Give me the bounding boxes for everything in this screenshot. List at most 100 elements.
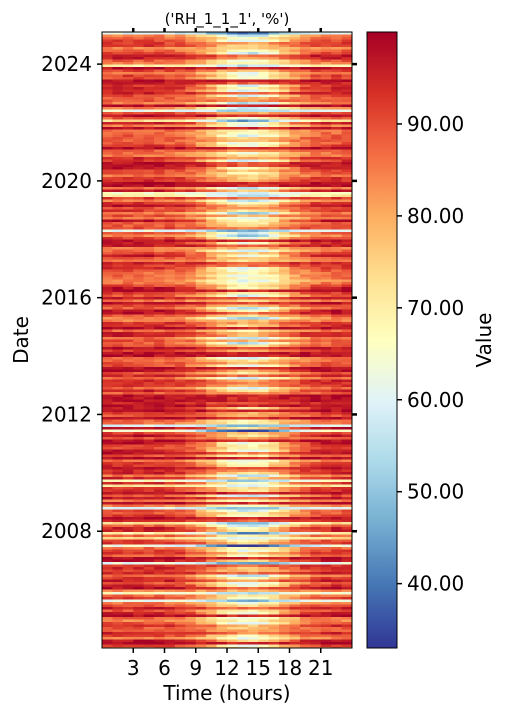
heatmap-cell [195, 329, 207, 333]
heatmap-cell [143, 47, 155, 50]
heatmap-cell [154, 264, 165, 268]
heatmap-cell [102, 297, 113, 300]
heatmap-cell [122, 207, 134, 210]
heatmap-cell [154, 247, 165, 250]
heatmap-cell [320, 384, 332, 388]
heatmap-cell [268, 277, 280, 280]
heatmap-cell [112, 72, 124, 75]
heatmap-cell [247, 384, 259, 388]
heatmap-cell [268, 352, 280, 355]
heatmap-cell [258, 527, 270, 530]
heatmap-cell [237, 177, 249, 180]
heatmap-cell [154, 502, 165, 505]
heatmap-cell [102, 62, 113, 65]
heatmap-cell [279, 502, 290, 505]
heatmap-cell [247, 524, 259, 528]
heatmap-row [102, 247, 352, 250]
heatmap-cell [320, 499, 332, 503]
heatmap-cell [164, 72, 176, 75]
heatmap-cell [133, 269, 145, 273]
heatmap-cell [299, 129, 311, 133]
heatmap-cell [102, 289, 113, 293]
heatmap-cell [289, 87, 301, 90]
heatmap-cell [102, 497, 113, 500]
heatmap-cell [320, 264, 332, 268]
heatmap-cell [341, 72, 352, 75]
heatmap-cell [133, 204, 145, 208]
heatmap-cell [299, 49, 311, 53]
heatmap-cell [185, 242, 197, 245]
heatmap-cell [310, 402, 322, 405]
heatmap-cell [102, 504, 113, 508]
heatmap-cell [227, 87, 238, 90]
heatmap-cell [174, 107, 186, 110]
heatmap-cell [206, 122, 217, 125]
heatmap-cell [331, 52, 342, 55]
heatmap-cell [247, 94, 259, 98]
heatmap-cell [206, 137, 217, 140]
heatmap-row [102, 74, 352, 78]
heatmap-cell [154, 269, 165, 273]
heatmap-cell [102, 307, 113, 310]
heatmap-cell [279, 374, 290, 378]
heatmap-cell [341, 442, 352, 445]
heatmap-cell [164, 387, 176, 390]
heatmap-cell [122, 167, 134, 170]
heatmap-cell [174, 59, 186, 63]
heatmap-cell [310, 74, 322, 78]
heatmap-cell [331, 297, 342, 300]
heatmap-cell [331, 237, 342, 240]
heatmap-cell [279, 524, 290, 528]
heatmap-cell [227, 497, 238, 500]
heatmap-cell [216, 79, 228, 83]
heatmap-cell [206, 244, 217, 248]
heatmap-cell [154, 137, 165, 140]
heatmap-cell [174, 69, 186, 73]
heatmap-cell [185, 457, 197, 460]
heatmap-cell [258, 49, 270, 53]
heatmap-cell [102, 59, 113, 63]
heatmap-cell [122, 109, 134, 113]
heatmap-cell [341, 174, 352, 178]
heatmap-row [102, 87, 352, 90]
heatmap-cell [195, 312, 207, 315]
heatmap-cell [112, 204, 124, 208]
heatmap-cell [102, 204, 113, 208]
heatmap-cell [112, 67, 124, 70]
heatmap-cell [206, 127, 217, 130]
heatmap-cell [154, 144, 165, 148]
heatmap-cell [154, 82, 165, 85]
heatmap-cell [310, 104, 322, 108]
heatmap-cell [258, 502, 270, 505]
heatmap-cell [320, 352, 332, 355]
heatmap-cell [102, 524, 113, 528]
heatmap-cell [102, 67, 113, 70]
heatmap-cell [279, 359, 290, 363]
heatmap-row [102, 369, 352, 373]
heatmap-cell [227, 394, 238, 398]
heatmap-cell [299, 47, 311, 50]
heatmap-cell [247, 277, 259, 280]
heatmap-cell [299, 284, 311, 288]
heatmap-row [102, 289, 352, 293]
heatmap-cell [320, 189, 332, 193]
heatmap-cell [174, 489, 186, 493]
heatmap-cell [331, 304, 342, 308]
heatmap-cell [299, 137, 311, 140]
heatmap-cell [143, 234, 155, 238]
heatmap-cell [154, 159, 165, 163]
heatmap-cell [122, 217, 134, 220]
heatmap-cell [102, 237, 113, 240]
heatmap-cell [122, 57, 134, 60]
heatmap-cell [227, 209, 238, 213]
heatmap-row [102, 479, 352, 483]
heatmap-cell [164, 199, 176, 203]
heatmap-cell [216, 514, 228, 518]
heatmap-cell [279, 209, 290, 213]
heatmap-cell [216, 424, 228, 428]
heatmap-cell [310, 437, 322, 440]
heatmap-cell [227, 307, 238, 310]
heatmap-cell [279, 82, 290, 85]
heatmap-cell [320, 207, 332, 210]
heatmap-cell [185, 232, 197, 235]
